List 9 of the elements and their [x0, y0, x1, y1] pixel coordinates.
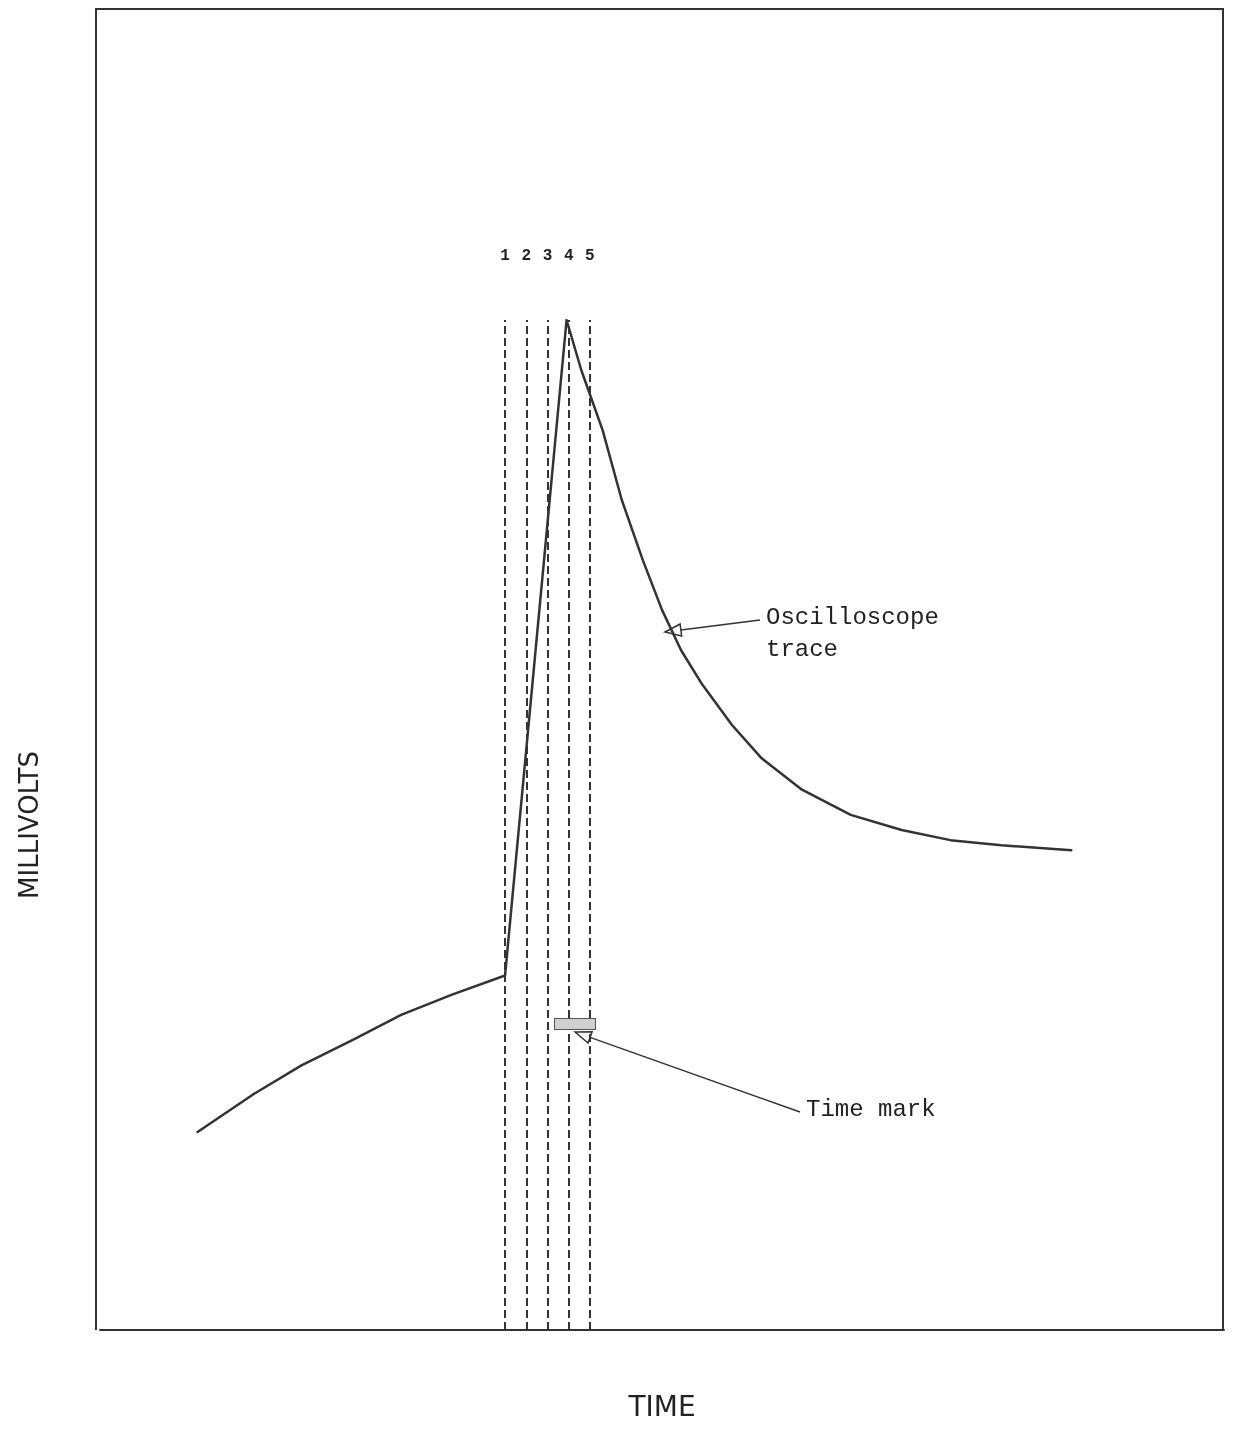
x-axis-title: TIME [627, 1389, 696, 1423]
y-axis-title: MILLIVOLTS [14, 751, 44, 899]
x-tick-label: 3 [542, 247, 553, 265]
x-tick-label: 2 [521, 247, 532, 265]
x-tick-label: 5 [585, 247, 595, 265]
x-tick-label: 1 [500, 247, 510, 265]
annotation: Oscilloscope trace [766, 603, 939, 665]
x-tick-label: 4 [563, 247, 574, 265]
annotation: Time mark [806, 1095, 936, 1125]
